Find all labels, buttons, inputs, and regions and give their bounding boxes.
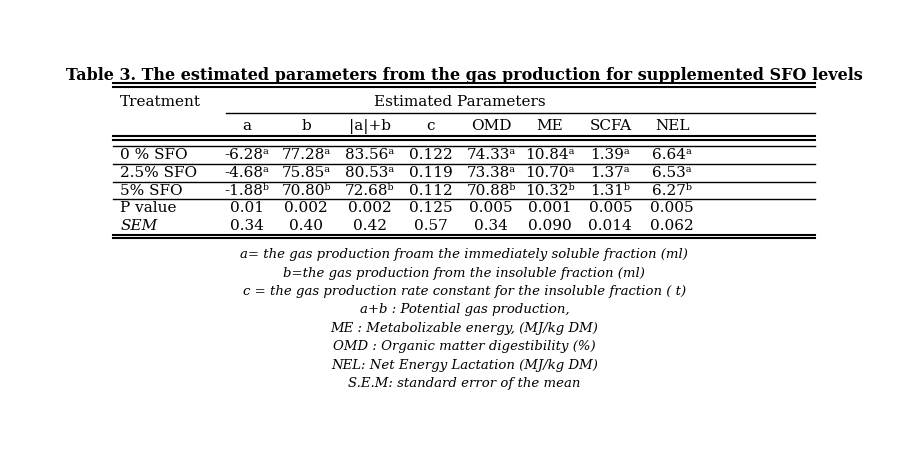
Text: 77.28ᵃ: 77.28ᵃ — [282, 148, 331, 162]
Text: 80.53ᵃ: 80.53ᵃ — [345, 165, 394, 179]
Text: 2.5% SFO: 2.5% SFO — [120, 165, 198, 179]
Text: 10.84ᵃ: 10.84ᵃ — [525, 148, 574, 162]
Text: 0.57: 0.57 — [414, 218, 448, 232]
Text: 0.001: 0.001 — [528, 201, 572, 215]
Text: 0.125: 0.125 — [409, 201, 452, 215]
Text: 6.27ᵇ: 6.27ᵇ — [652, 183, 692, 197]
Text: 0.112: 0.112 — [409, 183, 452, 197]
Text: 6.53ᵃ: 6.53ᵃ — [652, 165, 692, 179]
Text: 0.002: 0.002 — [284, 201, 328, 215]
Text: Estimated Parameters: Estimated Parameters — [373, 95, 545, 109]
Text: 74.33ᵃ: 74.33ᵃ — [467, 148, 516, 162]
Text: 73.38ᵃ: 73.38ᵃ — [467, 165, 516, 179]
Text: Table 3. The estimated parameters from the gas production for supplemented SFO l: Table 3. The estimated parameters from t… — [66, 67, 863, 84]
Text: a= the gas production froam the immediately soluble fraction (ml): a= the gas production froam the immediat… — [240, 248, 689, 261]
Text: b: b — [302, 119, 312, 133]
Text: 0 % SFO: 0 % SFO — [120, 148, 188, 162]
Text: -4.68ᵃ: -4.68ᵃ — [224, 165, 269, 179]
Text: ME: ME — [536, 119, 564, 133]
Text: OMD: OMD — [471, 119, 511, 133]
Text: 0.090: 0.090 — [528, 218, 572, 232]
Text: b=the gas production from the insoluble fraction (ml): b=the gas production from the insoluble … — [284, 266, 645, 279]
Text: 75.85ᵃ: 75.85ᵃ — [282, 165, 331, 179]
Text: c = the gas production rate constant for the insoluble fraction ( t): c = the gas production rate constant for… — [243, 285, 686, 297]
Text: 0.42: 0.42 — [352, 218, 387, 232]
Text: c: c — [427, 119, 435, 133]
Text: 6.64ᵃ: 6.64ᵃ — [652, 148, 692, 162]
Text: 1.39ᵃ: 1.39ᵃ — [591, 148, 631, 162]
Text: 0.002: 0.002 — [348, 201, 391, 215]
Text: -1.88ᵇ: -1.88ᵇ — [224, 183, 269, 197]
Text: 1.31ᵇ: 1.31ᵇ — [591, 183, 631, 197]
Text: 72.68ᵇ: 72.68ᵇ — [344, 183, 394, 197]
Text: S.E.M: standard error of the mean: S.E.M: standard error of the mean — [348, 376, 581, 389]
Text: 0.34: 0.34 — [474, 218, 508, 232]
Text: -6.28ᵃ: -6.28ᵃ — [224, 148, 269, 162]
Text: 0.122: 0.122 — [409, 148, 452, 162]
Text: 0.119: 0.119 — [409, 165, 452, 179]
Text: 0.01: 0.01 — [229, 201, 264, 215]
Text: 10.32ᵇ: 10.32ᵇ — [525, 183, 575, 197]
Text: 0.005: 0.005 — [589, 201, 632, 215]
Text: NEL: Net Energy Lactation (MJ/kg DM): NEL: Net Energy Lactation (MJ/kg DM) — [331, 358, 598, 371]
Text: 1.37ᵃ: 1.37ᵃ — [591, 165, 631, 179]
Text: ME : Metabolizable energy, (MJ/kg DM): ME : Metabolizable energy, (MJ/kg DM) — [331, 321, 598, 334]
Text: a+b : Potential gas production,: a+b : Potential gas production, — [360, 303, 569, 316]
Text: 0.005: 0.005 — [469, 201, 513, 215]
Text: SEM: SEM — [120, 218, 158, 232]
Text: a: a — [242, 119, 251, 133]
Text: SCFA: SCFA — [589, 119, 631, 133]
Text: 0.005: 0.005 — [651, 201, 694, 215]
Text: 0.34: 0.34 — [230, 218, 264, 232]
Text: 5% SFO: 5% SFO — [120, 183, 183, 197]
Text: OMD : Organic matter digestibility (%): OMD : Organic matter digestibility (%) — [333, 340, 595, 353]
Text: |a|+b: |a|+b — [349, 118, 390, 133]
Text: 10.70ᵃ: 10.70ᵃ — [525, 165, 574, 179]
Text: Treatment: Treatment — [120, 95, 201, 109]
Text: 70.80ᵇ: 70.80ᵇ — [282, 183, 332, 197]
Text: P value: P value — [120, 201, 177, 215]
Text: 0.062: 0.062 — [651, 218, 694, 232]
Text: 83.56ᵃ: 83.56ᵃ — [345, 148, 394, 162]
Text: 0.40: 0.40 — [289, 218, 323, 232]
Text: 0.014: 0.014 — [589, 218, 632, 232]
Text: 70.88ᵇ: 70.88ᵇ — [467, 183, 516, 197]
Text: NEL: NEL — [655, 119, 689, 133]
